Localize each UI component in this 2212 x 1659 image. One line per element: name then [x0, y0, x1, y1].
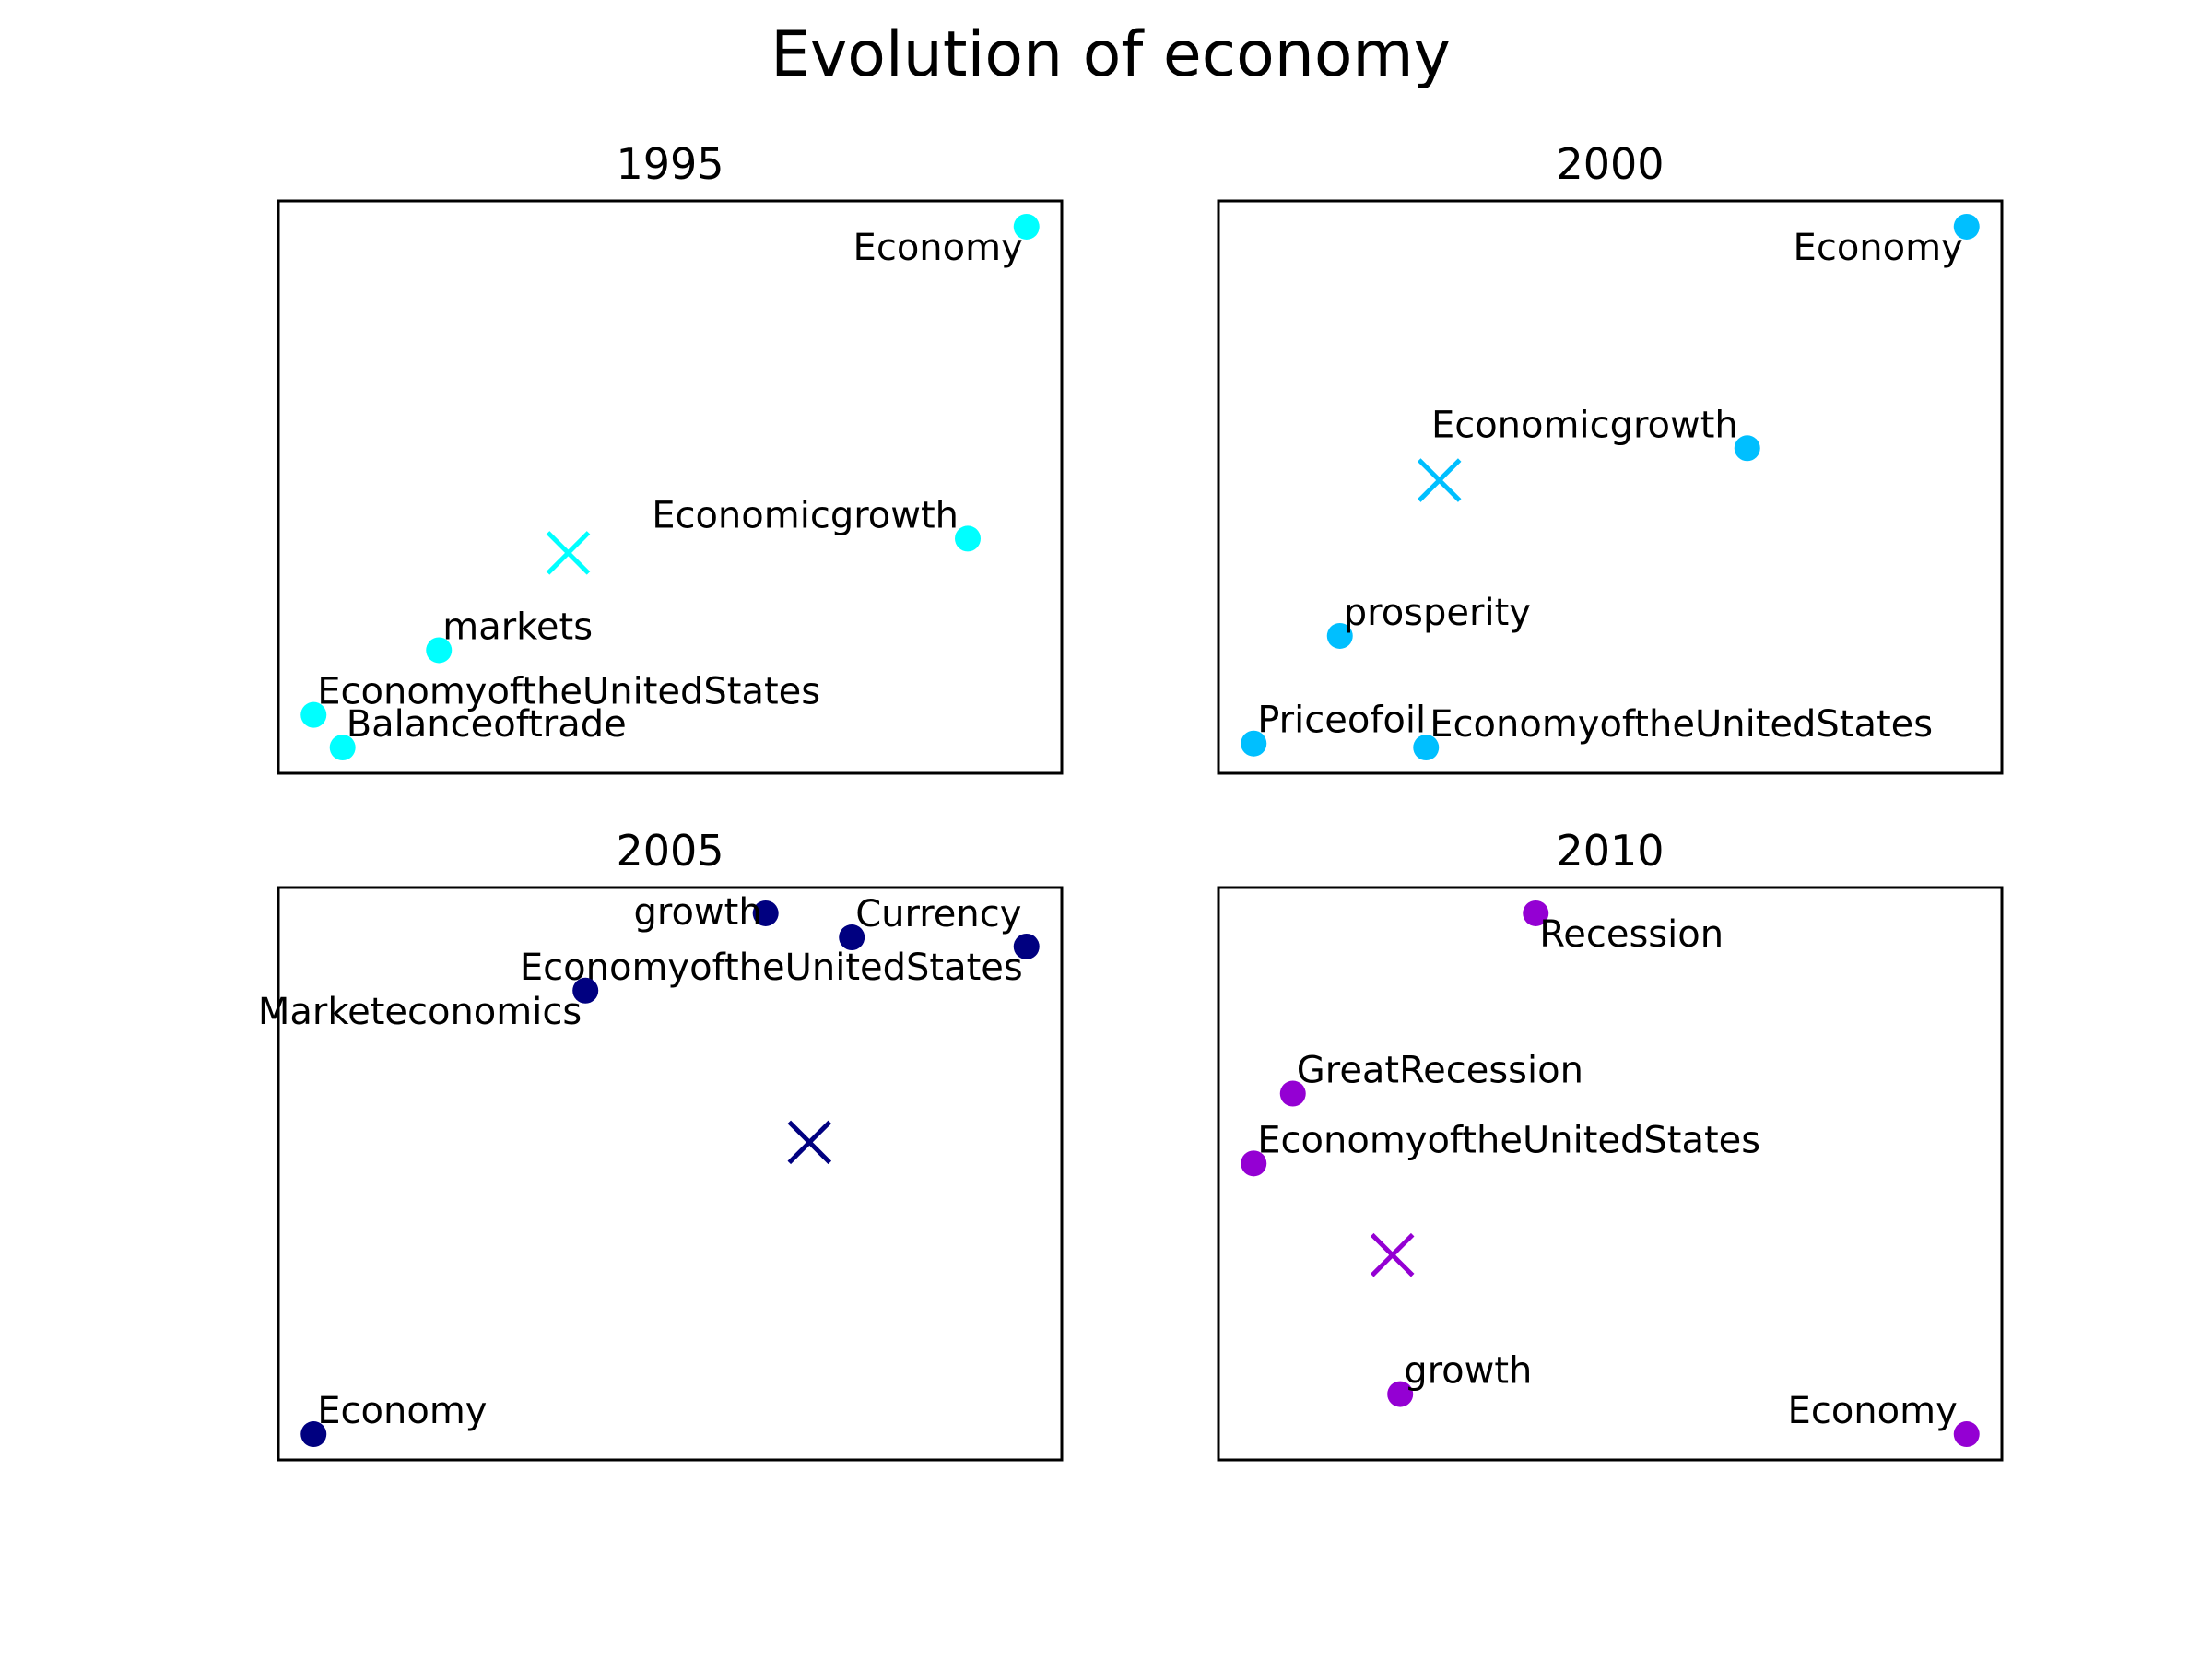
point-label: markets — [442, 606, 593, 648]
point-label: Currency — [855, 893, 1021, 935]
subplot-title: 2010 — [1556, 826, 1664, 876]
data-point — [1013, 213, 1040, 240]
point-label: Balanceoftrade — [347, 703, 627, 746]
data-point — [1241, 1150, 1267, 1177]
data-point — [1387, 1381, 1414, 1407]
centroid-marker — [1417, 458, 1462, 502]
point-label: Economy — [853, 227, 1023, 269]
subplot-title: 1995 — [616, 139, 724, 189]
point-label: GreatRecession — [1297, 1050, 1583, 1092]
point-label: prosperity — [1344, 592, 1531, 634]
subplot-2000: 2000 Economy Economicgrowth prosperity Econo… — [1217, 139, 2004, 775]
figure-title: Evolution of economy — [771, 18, 1451, 91]
point-label: growth — [1404, 1350, 1532, 1393]
data-point — [1413, 735, 1440, 761]
centroid-marker — [1370, 1232, 1415, 1277]
point-label: Recession — [1539, 913, 1724, 956]
point-label: Economy — [317, 1390, 487, 1432]
axes-frame — [276, 199, 1064, 775]
subplot-grid: 1995 Economy Economicgrowth markets Economyo… — [258, 139, 2004, 1462]
axes-frame — [276, 886, 1064, 1462]
centroid-marker — [546, 531, 591, 575]
data-point — [426, 637, 453, 664]
centroid-stroke — [787, 1120, 832, 1165]
data-point — [572, 977, 599, 1004]
data-point — [300, 1421, 327, 1448]
centroid-stroke — [546, 531, 591, 575]
data-point — [752, 900, 779, 926]
data-point — [1734, 435, 1760, 462]
data-point — [1953, 213, 1980, 240]
data-point — [300, 701, 327, 728]
data-point — [329, 735, 356, 761]
subplot-title: 2000 — [1556, 139, 1664, 189]
subplot-2010: 2010 Recession GreatRecession EconomyoftheU… — [1217, 826, 2004, 1462]
data-point — [839, 924, 865, 951]
data-point — [1953, 1421, 1980, 1448]
subplot-1995: 1995 Economy Economicgrowth markets Economyo… — [276, 139, 1064, 775]
point-label: EconomyoftheUnitedStates — [520, 947, 1023, 989]
data-point — [1326, 622, 1353, 649]
point-label: EconomyoftheUnitedStates — [1430, 703, 1933, 746]
axes-frame — [1217, 199, 2004, 775]
subplot-title: 2005 — [616, 826, 724, 876]
point-label: Economicgrowth — [652, 494, 959, 536]
point-label: growth — [634, 891, 762, 934]
point-label: EconomyoftheUnitedStates — [1257, 1119, 1760, 1161]
data-point — [1241, 730, 1267, 757]
point-label: Economy — [1794, 227, 1963, 269]
point-label: EconomyoftheUnitedStates — [317, 671, 820, 713]
centroid-marker — [787, 1120, 832, 1165]
centroid-stroke — [1417, 458, 1462, 502]
point-label: Economicgrowth — [1431, 404, 1738, 446]
point-label: Marketeconomics — [258, 991, 582, 1033]
axes-frame — [1217, 886, 2004, 1462]
centroid-stroke — [1370, 1232, 1415, 1277]
data-point — [1279, 1080, 1306, 1107]
point-label: Economy — [1788, 1390, 1958, 1432]
data-point — [1013, 933, 1040, 959]
data-point — [1523, 900, 1549, 926]
point-label: Priceofoil — [1257, 700, 1426, 742]
subplot-2005: 2005 growth Currency EconomyoftheUnitedStat… — [258, 826, 1064, 1462]
data-point — [955, 525, 981, 552]
